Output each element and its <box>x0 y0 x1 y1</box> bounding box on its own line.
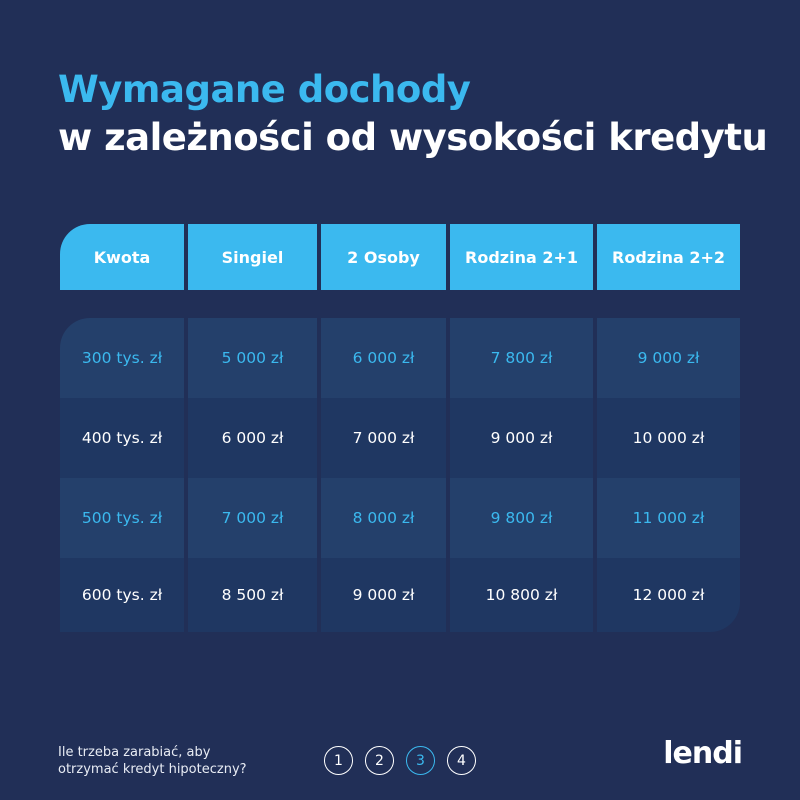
table-cell: 12 000 zł <box>597 558 740 632</box>
table-cell: 8 500 zł <box>188 558 317 632</box>
table-cell: 9 000 zł <box>321 558 446 632</box>
table-cell: 300 tys. zł <box>60 318 184 398</box>
header-cell: Kwota <box>60 224 184 290</box>
step-2[interactable]: 2 <box>365 746 394 775</box>
header-cell: Rodzina 2+1 <box>450 224 593 290</box>
table-cell: 9 000 zł <box>450 398 593 478</box>
title-line-2: w zależności od wysokości kredytu <box>58 116 768 159</box>
table-cell: 6 000 zł <box>321 318 446 398</box>
table-cell: 5 000 zł <box>188 318 317 398</box>
table-cell: 7 000 zł <box>321 398 446 478</box>
table-cell: 9 000 zł <box>597 318 740 398</box>
table-cell: 7 000 zł <box>188 478 317 558</box>
footer-caption: Ile trzeba zarabiać, aby otrzymać kredyt… <box>58 744 247 778</box>
table-cell: 6 000 zł <box>188 398 317 478</box>
step-4[interactable]: 4 <box>447 746 476 775</box>
lendi-logo: lendi <box>663 736 743 771</box>
table-cell: 10 800 zł <box>450 558 593 632</box>
step-indicator: 1 2 3 4 <box>324 746 476 775</box>
header-cell: 2 Osoby <box>321 224 446 290</box>
table-cell: 10 000 zł <box>597 398 740 478</box>
table-cell: 8 000 zł <box>321 478 446 558</box>
caption-line-1: Ile trzeba zarabiać, aby <box>58 745 211 760</box>
table-cell: 9 800 zł <box>450 478 593 558</box>
title-line-1: Wymagane dochody <box>58 68 471 111</box>
table-cell: 500 tys. zł <box>60 478 184 558</box>
table-cell: 11 000 zł <box>597 478 740 558</box>
step-3-active[interactable]: 3 <box>406 746 435 775</box>
table-cell: 600 tys. zł <box>60 558 184 632</box>
header-cell: Singiel <box>188 224 317 290</box>
table-cell: 7 800 zł <box>450 318 593 398</box>
table-cell: 400 tys. zł <box>60 398 184 478</box>
table-body: 300 tys. zł 5 000 zł 6 000 zł 7 800 zł 9 000… <box>60 318 740 632</box>
header-cell: Rodzina 2+2 <box>597 224 740 290</box>
table-header: Kwota Singiel 2 Osoby Rodzina 2+1 Rodzin… <box>60 224 740 290</box>
caption-line-2: otrzymać kredyt hipoteczny? <box>58 762 247 777</box>
step-1[interactable]: 1 <box>324 746 353 775</box>
